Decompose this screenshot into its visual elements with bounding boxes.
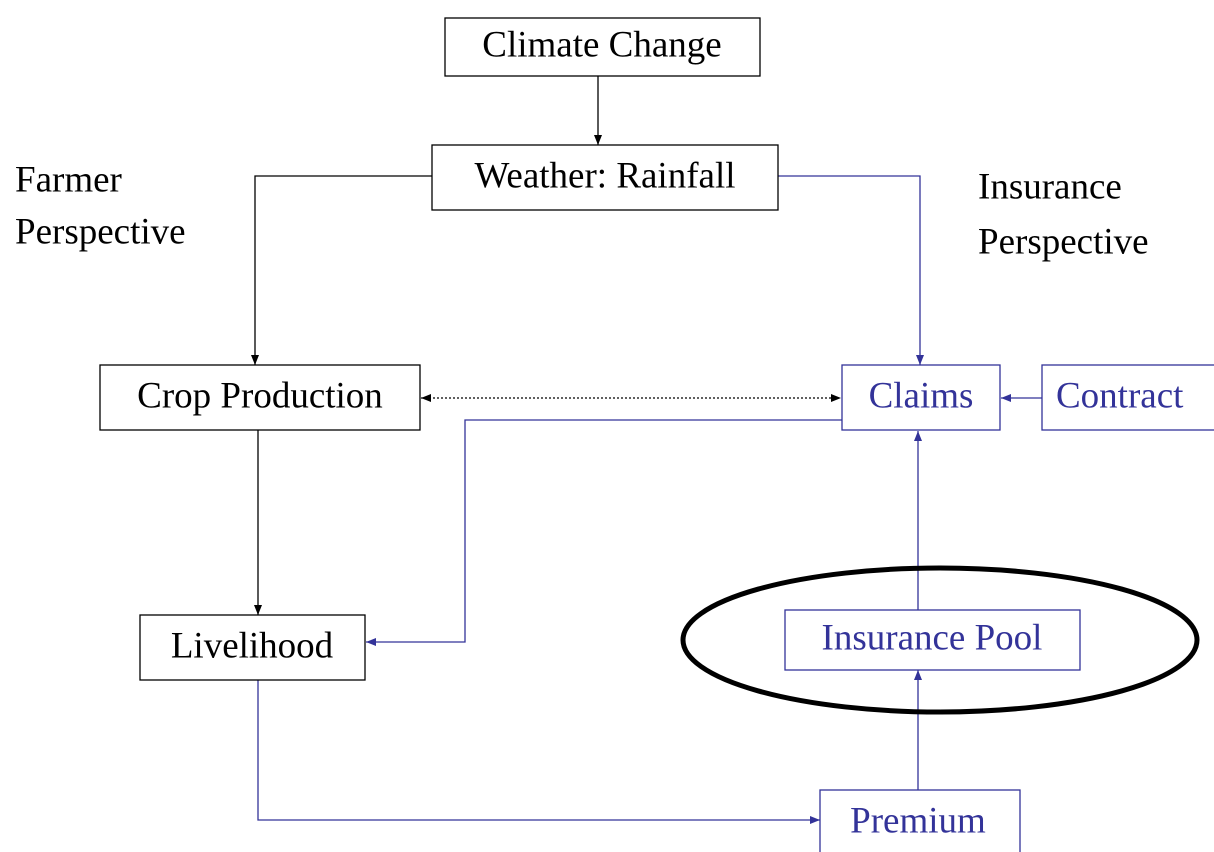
node-label: Crop Production (137, 375, 383, 416)
annotation: Perspective (978, 221, 1149, 262)
arrow (257, 680, 820, 824)
highlight-ellipse (680, 565, 1200, 715)
node-label: Claims (869, 375, 974, 416)
node-label: Weather: Rainfall (474, 155, 735, 196)
annotation: Insurance (978, 166, 1122, 207)
node-label: Livelihood (171, 625, 334, 666)
node-box (841, 364, 1001, 431)
annotation: Farmer (15, 159, 122, 200)
node-box (431, 144, 779, 211)
node-box (819, 789, 1021, 852)
node-box (139, 614, 366, 681)
node-label: Premium (850, 800, 986, 841)
node-box (1041, 364, 1214, 431)
node-label: Climate Change (482, 24, 721, 65)
node-box (99, 364, 421, 431)
annotation: Perspective (15, 211, 186, 252)
arrow (366, 419, 842, 646)
node-label: Contract (1056, 375, 1184, 416)
arrow (778, 175, 924, 365)
node-box (444, 17, 761, 77)
node-box (784, 609, 1081, 671)
node-label: Insurance Pool (822, 617, 1043, 658)
arrow (251, 175, 432, 365)
